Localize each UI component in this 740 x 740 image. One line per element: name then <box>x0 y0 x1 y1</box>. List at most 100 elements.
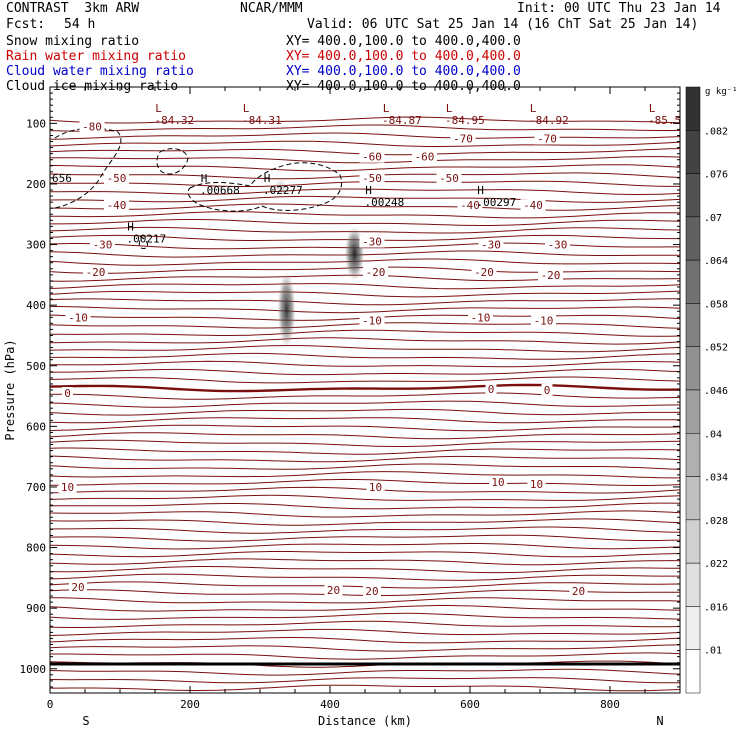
isotherm-line <box>50 652 680 660</box>
contour-label: -50 <box>439 172 459 185</box>
isotherm-line <box>50 447 680 455</box>
extremum-kind: H <box>264 172 271 185</box>
extremum-kind: L <box>649 102 656 115</box>
contour-label-bg <box>62 387 73 400</box>
isotherm-line <box>50 203 680 211</box>
contour-label-bg <box>359 150 385 163</box>
isotherm-line <box>50 502 680 510</box>
isotherm-line <box>50 534 680 542</box>
contour-label: -30 <box>93 239 113 252</box>
colorbar-label: .058 <box>704 299 728 310</box>
isotherm-line <box>50 439 680 447</box>
isotherm-line <box>50 558 680 566</box>
field-xy-snow: XY= 400.0,100.0 to 400.0,400.0 <box>286 34 521 49</box>
extremum-value: -84.87 <box>382 114 422 127</box>
colorbar-swatch <box>685 303 701 347</box>
isotherm-line <box>50 551 680 558</box>
contour-label-bg <box>471 265 497 278</box>
header-init: Init: 00 UTC Thu 23 Jan 14 <box>517 1 721 16</box>
contour-label-bg <box>79 120 105 133</box>
isotherm-line <box>50 156 680 164</box>
isotherm-line <box>50 566 680 574</box>
contour-label-bg <box>359 235 385 248</box>
extremum-kind: L <box>383 102 390 115</box>
isotherm-line <box>50 116 680 124</box>
isotherm-line <box>50 486 680 494</box>
x-axis: 0 200 400 600 800 <box>47 87 681 711</box>
contour-label: 20 <box>365 585 378 598</box>
contour-label-bg <box>65 311 91 324</box>
contour-label-bg <box>324 583 343 596</box>
contour-label-bg <box>69 580 87 593</box>
isotherm-line <box>50 140 680 147</box>
colorbar-swatch <box>685 86 701 131</box>
contour-label: -50 <box>107 172 127 185</box>
y-tick-label: 400 <box>26 299 46 312</box>
colorbar-label: .076 <box>704 170 728 181</box>
x-tick-label: 0 <box>47 698 54 711</box>
isotherm-line <box>50 250 680 258</box>
contour-label: 20 <box>71 581 84 594</box>
isotherm-line <box>50 164 680 172</box>
contour-label-bg <box>478 238 504 251</box>
contour-label-bg <box>538 268 563 281</box>
y-tick-label: 900 <box>26 602 46 615</box>
contour-label-bg <box>450 132 476 145</box>
y-tick-label: 600 <box>26 420 46 433</box>
contour-label: -30 <box>362 236 382 249</box>
x-axis-label: Distance (km) <box>318 714 412 728</box>
contour-label: -80 <box>82 120 102 133</box>
contour-label: -60 <box>362 151 382 164</box>
isotherm-line <box>50 258 680 266</box>
header-model: CONTRAST 3km ARW <box>6 1 140 16</box>
contour-label-bg <box>58 480 77 493</box>
colorbar-swatch <box>685 649 701 694</box>
colorbar-label: .01 <box>704 646 722 657</box>
extremum-value: .00668 <box>200 184 240 197</box>
extremum-value: -84.95 <box>445 114 485 127</box>
isotherm-line <box>50 400 680 408</box>
y-tick-label: 100 <box>26 117 46 130</box>
isotherm-line <box>50 344 680 353</box>
y-tick-label: 800 <box>26 542 46 555</box>
isotherm-line <box>50 620 680 628</box>
extremum-kind: H <box>127 220 134 233</box>
contour-label: -10 <box>68 311 88 324</box>
isotherm-line <box>50 211 680 219</box>
isotherm-line <box>50 383 680 393</box>
isotherm-line <box>50 677 680 684</box>
isotherm-line <box>50 636 680 644</box>
extremum-value: .02277 <box>263 184 303 197</box>
contour-label: -30 <box>481 239 501 252</box>
contour-label: -20 <box>541 269 561 282</box>
colorbar-swatch <box>685 130 701 174</box>
mixing-ratio-core <box>277 271 296 348</box>
colorbar-label: .052 <box>704 343 728 354</box>
contour-labels: -80 -70 -70 -60 -60 -50 -50 -50 -40 -40 -40 -30 -30 -… <box>58 120 588 598</box>
isotherm-line <box>50 463 680 470</box>
extremum-value: .00248 <box>365 196 405 209</box>
colorbar-swatch <box>685 346 701 391</box>
colorbar-unit: g kg⁻¹ <box>705 87 738 97</box>
contour-label-bg <box>468 311 493 324</box>
field-name-rain: Rain water mixing ratio <box>6 49 187 64</box>
contour-label-bg <box>104 199 129 212</box>
x-tick-label: 600 <box>460 698 480 711</box>
contour-label: 20 <box>327 584 340 597</box>
contour-label-bg <box>531 314 556 327</box>
contour-label-bg <box>412 150 437 163</box>
contour-label: 10 <box>491 476 504 489</box>
colorbar-label: .07 <box>704 213 722 224</box>
contour-label-bg <box>457 199 483 212</box>
isotherm-line <box>50 526 680 534</box>
y-tick-label: 200 <box>26 178 46 191</box>
cloud-ice-outline <box>138 235 149 249</box>
colorbar-label: .082 <box>704 126 728 137</box>
isotherm-line <box>50 368 680 376</box>
contour-label-bg <box>485 382 497 395</box>
colorbar-label: .028 <box>704 516 728 527</box>
contour-label: 20 <box>572 585 585 598</box>
contour-label: -20 <box>474 266 494 279</box>
